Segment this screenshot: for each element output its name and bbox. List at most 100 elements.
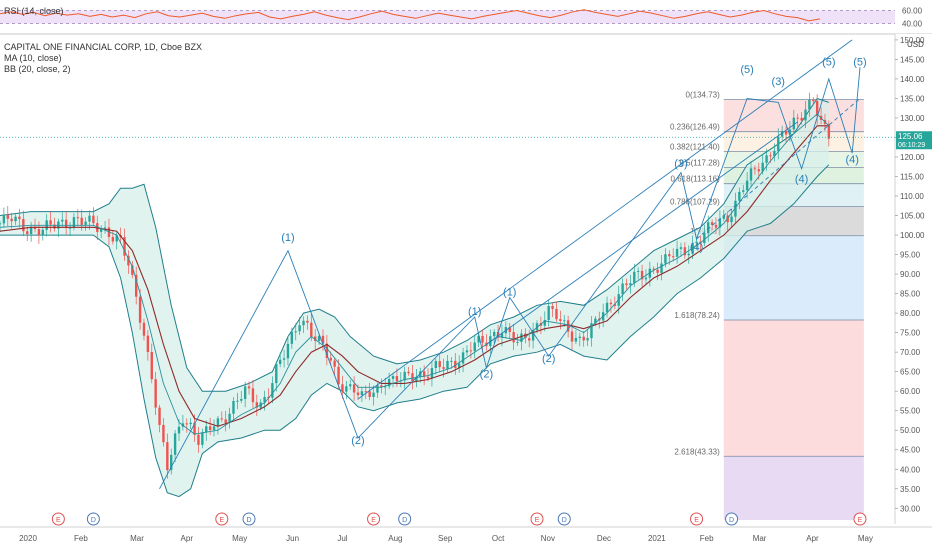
event-marker[interactable]: E <box>530 512 544 526</box>
candle <box>742 184 745 195</box>
candle <box>158 404 161 433</box>
event-badge <box>557 512 571 526</box>
candle-body <box>792 117 796 130</box>
candle <box>111 230 115 245</box>
price-axis[interactable]: 30.00 35.00 40.00 45.00 50.00 55.00 60.00 65.00… <box>0 34 932 524</box>
candle-body <box>349 384 352 387</box>
candle-body <box>49 220 52 225</box>
candle <box>6 206 9 227</box>
event-marker[interactable]: D <box>242 512 256 526</box>
candle-body <box>64 219 68 228</box>
candle-body <box>582 336 585 341</box>
candle-body <box>255 402 259 408</box>
candle <box>422 365 426 386</box>
candle <box>551 302 554 318</box>
candle-body <box>559 319 562 321</box>
x-tick-label: 2021 <box>648 534 666 543</box>
event-marker[interactable]: E <box>690 512 704 526</box>
event-marker[interactable]: D <box>725 512 739 526</box>
candle <box>407 367 410 376</box>
candle <box>275 361 278 392</box>
candle-body <box>695 241 698 244</box>
y-tick-label: 110.00 <box>900 192 924 201</box>
candle-body <box>566 320 570 332</box>
candle-body <box>481 335 484 343</box>
event-marker[interactable]: D <box>86 512 100 526</box>
candle <box>566 315 570 338</box>
candle-body <box>387 378 391 387</box>
candle <box>718 210 722 236</box>
time-axis[interactable]: 2020 Feb Mar Apr May Jun Jul Aug Sep Oct Nov Dec 202… <box>0 526 932 543</box>
event-badge <box>690 512 704 526</box>
rsi-legend[interactable]: RSI (14, close) <box>4 6 64 17</box>
candle <box>333 357 336 376</box>
event-marker[interactable]: E <box>215 512 229 526</box>
y-tick-label: 40.00 <box>900 465 921 474</box>
candle-body <box>127 255 130 266</box>
candle <box>749 160 753 187</box>
candle <box>360 387 364 402</box>
price-tag-box <box>896 131 932 150</box>
bb-legend: BB (20, close, 2) <box>4 64 71 74</box>
candle <box>372 385 375 406</box>
candle-body <box>761 162 764 172</box>
candle-body <box>92 215 95 224</box>
event-marker[interactable]: E <box>367 512 381 526</box>
candle <box>765 148 768 171</box>
wave-label: (5) <box>740 64 753 76</box>
candle-body <box>528 338 531 341</box>
candle <box>61 212 64 228</box>
candle <box>103 220 107 234</box>
candle-body <box>508 327 511 333</box>
candle-body <box>730 216 733 223</box>
candle-body <box>310 322 313 337</box>
candle <box>212 419 216 437</box>
candle <box>251 379 255 409</box>
candle-body <box>37 229 41 236</box>
wave-label: (4) <box>795 173 808 185</box>
main-legend[interactable]: CAPITAL ONE FINANCIAL CORP, 1D, Cboe BZX… <box>4 42 202 75</box>
candle-body <box>745 180 749 191</box>
candle <box>679 242 683 257</box>
candle <box>605 296 609 318</box>
candle-body <box>123 237 126 256</box>
candle <box>644 269 648 284</box>
candle-body <box>298 325 301 332</box>
y-tick-label: 50.00 <box>900 426 921 435</box>
candle-body <box>590 323 593 339</box>
candle <box>636 267 640 280</box>
candle-body <box>800 117 803 121</box>
candle <box>131 260 134 279</box>
candle <box>278 352 282 368</box>
bollinger-bands <box>0 97 830 498</box>
event-marker[interactable]: E <box>51 512 65 526</box>
candle-body <box>664 254 667 264</box>
candle <box>240 390 243 404</box>
wave-label: (2) <box>480 369 493 381</box>
candle <box>127 250 130 274</box>
candle <box>68 222 72 237</box>
event-marker[interactable]: E <box>853 512 867 526</box>
candle <box>197 427 200 453</box>
y-tick-label: 100.00 <box>900 231 925 240</box>
y-tick-label: 60.00 <box>900 387 921 396</box>
candle-body <box>41 229 45 236</box>
candle-body <box>103 227 107 229</box>
candle-body <box>722 215 725 219</box>
candle-body <box>306 320 309 323</box>
candle <box>76 209 80 227</box>
candle-body <box>275 363 278 384</box>
candle-body <box>368 391 371 397</box>
candle <box>154 371 157 416</box>
event-marker[interactable]: D <box>557 512 571 526</box>
candle-body <box>271 383 274 398</box>
wave-label: (1) <box>281 232 294 244</box>
event-marker[interactable]: D <box>398 512 412 526</box>
candle <box>784 126 788 143</box>
candle-body <box>154 379 157 408</box>
candle <box>671 248 675 262</box>
candle-body <box>434 361 438 369</box>
